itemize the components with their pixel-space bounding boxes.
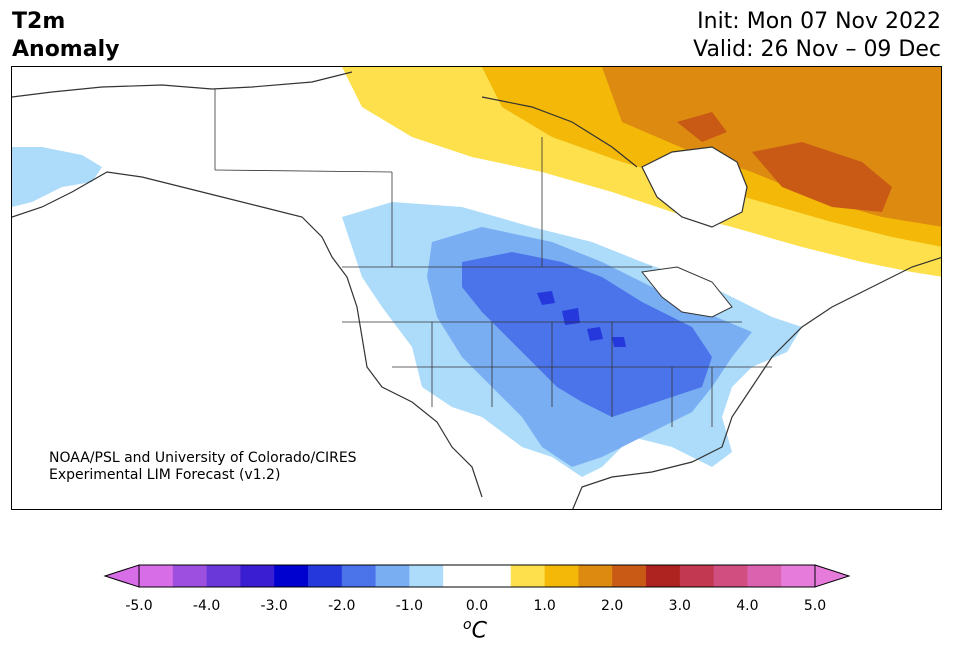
colorbar-outline — [138, 564, 816, 588]
colorbar-cell — [510, 565, 546, 587]
colorbar-tick-label: 2.0 — [601, 598, 624, 614]
colorbar-cell — [612, 565, 647, 587]
unit-degree: o — [463, 617, 472, 633]
colorbar-cell — [172, 565, 208, 587]
colorbar-cell — [679, 565, 715, 587]
colorbar-cell — [713, 565, 748, 587]
colorbar-tick-label: 4.0 — [736, 598, 759, 614]
colorbar-cell — [477, 565, 512, 587]
title-line1: T2m — [12, 9, 66, 34]
colorbar-over-arrow — [814, 564, 851, 588]
coastlines — [12, 71, 941, 509]
credit-line1: NOAA/PSL and University of Colorado/CIRE… — [49, 450, 357, 466]
colorbar-cell — [578, 565, 613, 587]
colorbar-cell — [206, 565, 241, 587]
cold-core-4 — [612, 337, 626, 347]
cold-band-3 — [462, 252, 712, 417]
colorbar-cell — [341, 565, 377, 587]
credit-text: NOAA/PSL and University of Colorado/CIRE… — [49, 450, 357, 484]
colorbar-under-arrow — [103, 564, 140, 588]
hudson-bay — [641, 146, 748, 228]
colorbar-tick-label: -3.0 — [260, 598, 288, 614]
colorbar-cell — [747, 565, 782, 587]
colorbar-cell — [240, 565, 275, 587]
forecast-dates: Init: Mon 07 Nov 2022 Valid: 26 Nov – 09… — [693, 8, 941, 64]
political-borders — [214, 89, 772, 427]
colorbar-cell — [375, 565, 410, 587]
warm-band-5 — [677, 112, 727, 142]
colorbar-cells — [139, 565, 816, 587]
colorbar-tick-label: -5.0 — [125, 598, 153, 614]
map-title: T2m Anomaly — [12, 8, 119, 64]
colorbar-unit: oC — [463, 617, 487, 643]
colorbar-cell — [274, 565, 309, 587]
warm-band-4 — [752, 142, 892, 212]
anomaly-map — [11, 66, 942, 510]
colorbar — [103, 564, 851, 588]
colorbar-tick-label: -4.0 — [192, 598, 221, 614]
colorbar-cell — [781, 565, 816, 587]
valid-date: Valid: 26 Nov – 09 Dec — [693, 37, 941, 62]
map-svg — [12, 67, 941, 509]
cold-core-1 — [537, 291, 555, 305]
colorbar-cell — [139, 565, 174, 587]
colorbar-cell — [443, 565, 478, 587]
cold-core-3 — [587, 327, 603, 341]
colorbar-cell — [308, 565, 343, 587]
init-date: Init: Mon 07 Nov 2022 — [697, 9, 941, 34]
colorbar-tick-label: 5.0 — [803, 598, 827, 614]
colorbar-tick-label: 1.0 — [533, 598, 556, 614]
great-lakes — [641, 266, 733, 318]
colorbar-cell — [646, 565, 681, 587]
colorbar-cell — [544, 565, 579, 587]
colorbar-cell — [409, 565, 444, 587]
colorbar-tick-label: -1.0 — [395, 598, 424, 614]
credit-line2: Experimental LIM Forecast (v1.2) — [49, 467, 281, 483]
cold-core-2 — [562, 308, 580, 325]
colorbar-tick-label: 3.0 — [668, 598, 691, 614]
colorbar-tick-label: -2.0 — [328, 598, 356, 614]
title-line2: Anomaly — [12, 37, 120, 62]
alaska-cool — [12, 147, 102, 207]
colorbar-tick-label: 0.0 — [465, 598, 489, 614]
unit-symbol: C — [471, 618, 487, 644]
